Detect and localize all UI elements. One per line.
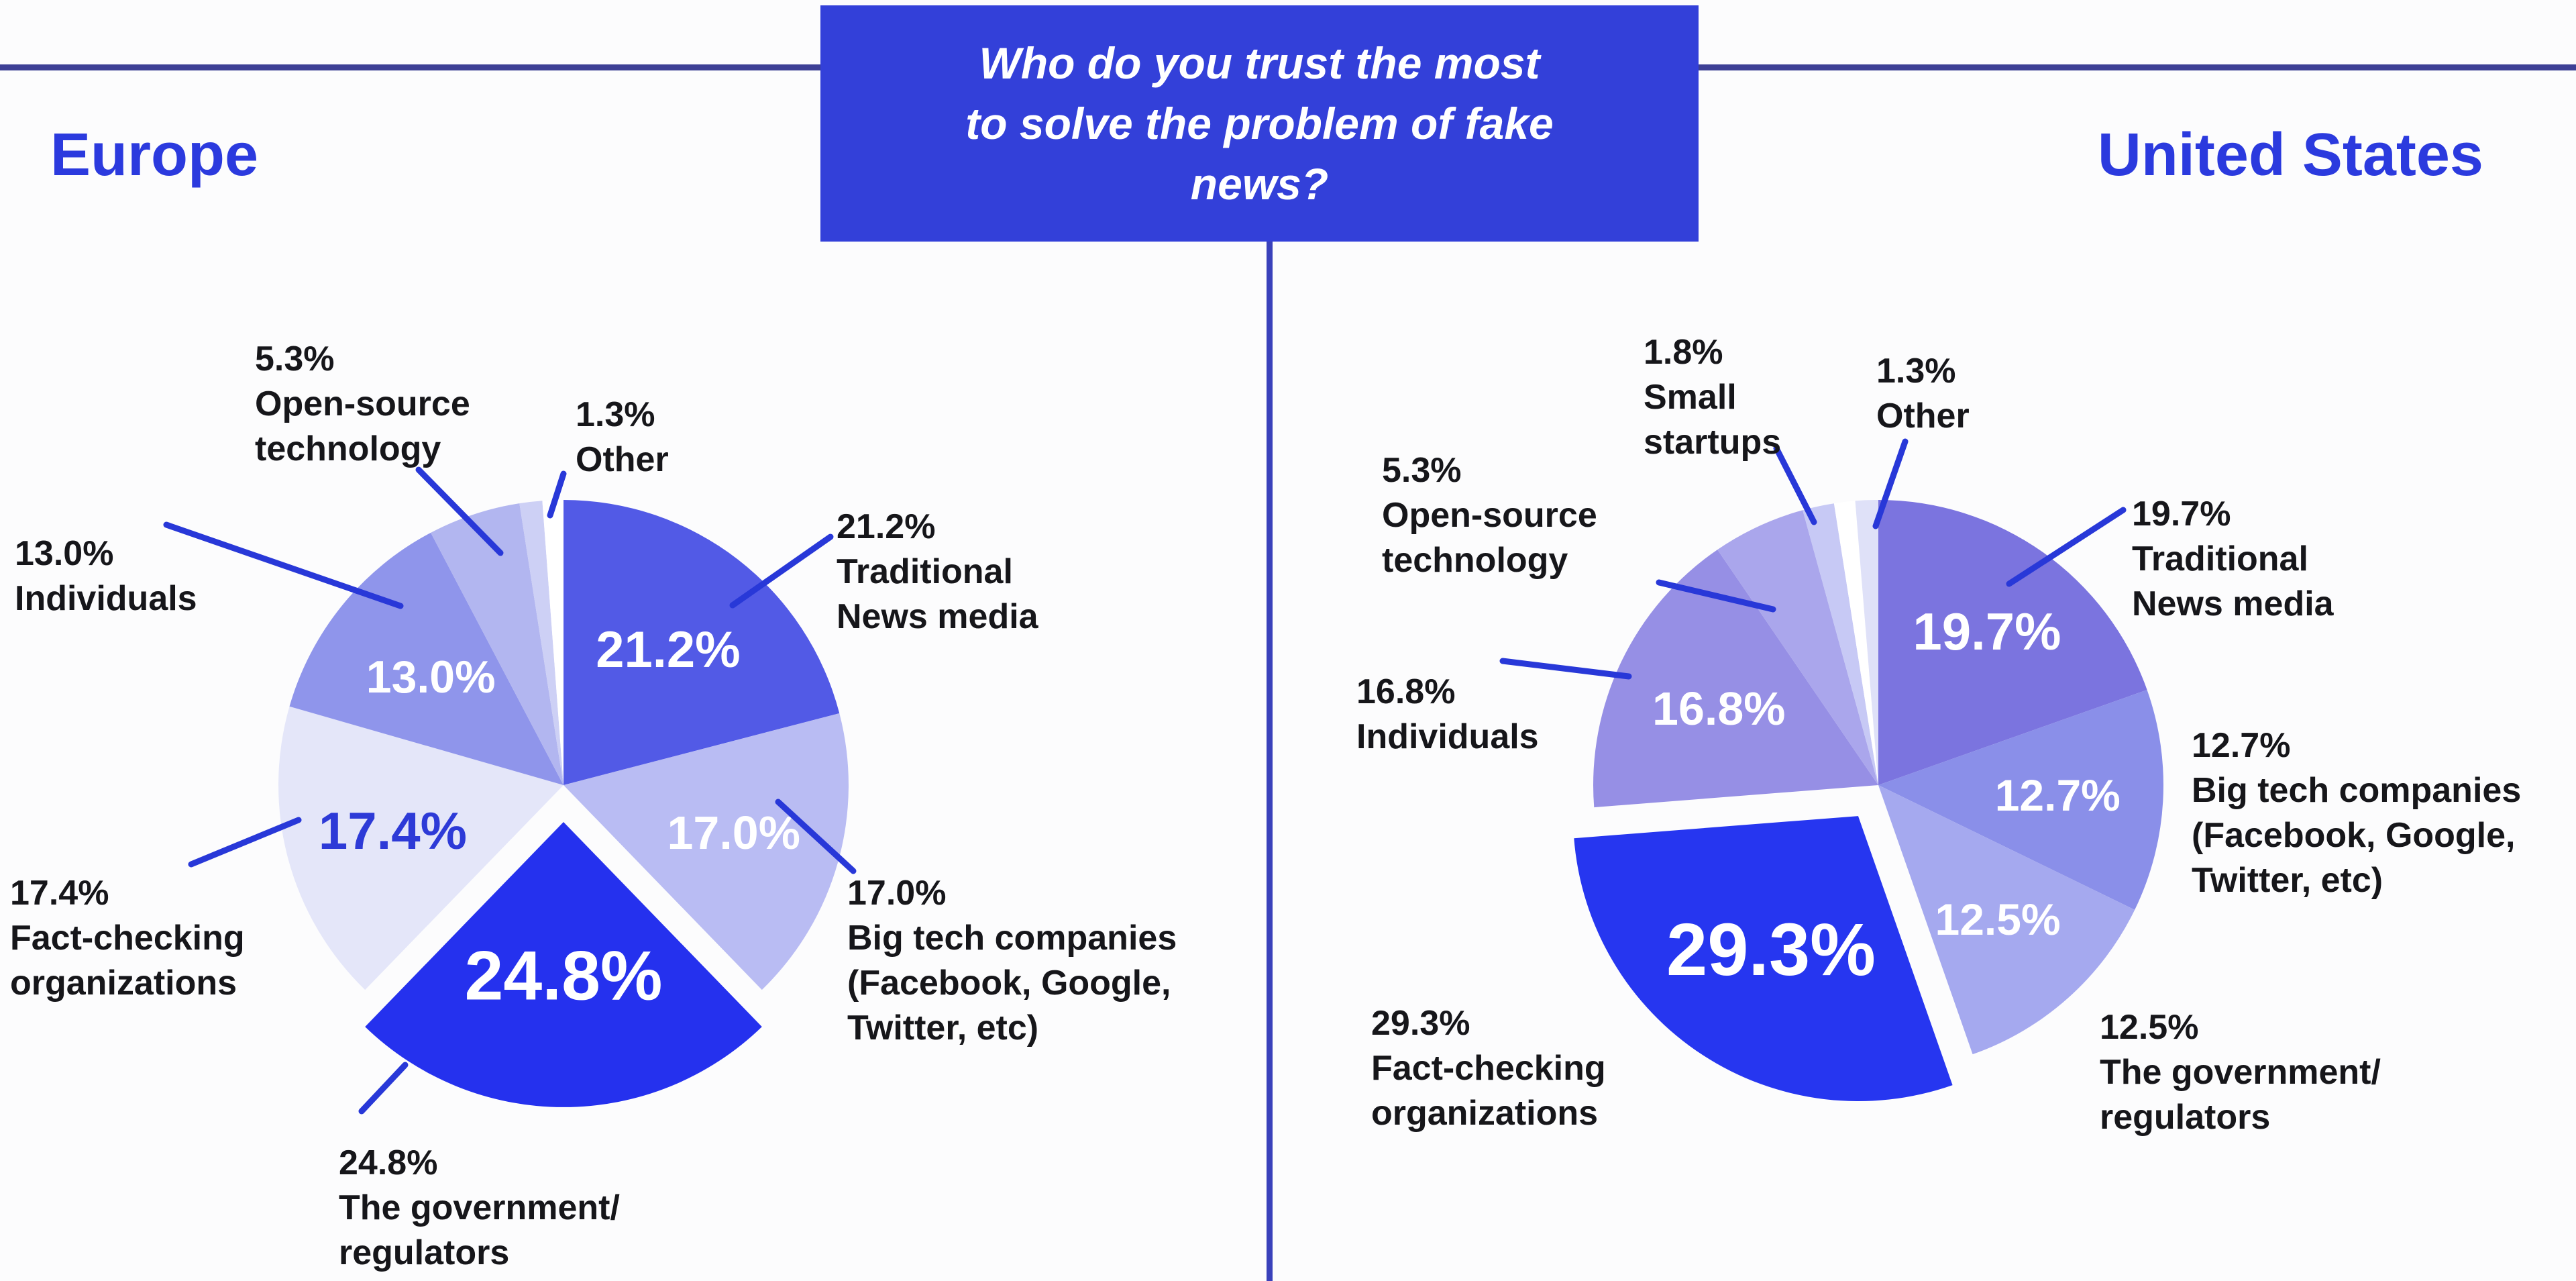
callout-line-europe-1: [547, 470, 567, 519]
slice-united-states-small-startups: [1803, 503, 1878, 785]
slice-united-states-other: [1855, 500, 1878, 785]
callout-line-europe-2: [163, 521, 404, 609]
center-divider-line: [1267, 240, 1273, 1281]
slice-value-europe-the-government-regulators: 24.8%: [465, 937, 663, 1015]
slice-united-states-gap: [1833, 501, 1878, 785]
callout-line-europe-0: [415, 466, 504, 556]
slice-united-states-open-source-technology: [1717, 510, 1878, 785]
callout-line-europe-6: [775, 799, 857, 874]
slice-value-united-states-fact-checking-organizations: 29.3%: [1666, 909, 1876, 991]
slice-united-states-fact-checking-organizations: [1574, 816, 1953, 1102]
slice-value-united-states-big-tech-companies: 12.7%: [1995, 770, 2121, 820]
slice-value-europe-traditional-news-media: 21.2%: [596, 621, 741, 678]
question-title-box: Who do you trust the most to solve the p…: [820, 5, 1699, 242]
united-states-heading: United States: [2097, 121, 2483, 189]
question-title-line-2: to solve the problem of fake: [965, 99, 1554, 148]
slice-value-europe-big-tech-companies: 17.0%: [667, 807, 800, 859]
slice-europe-big-tech-companies: [564, 713, 849, 990]
slice-value-europe-individuals: 13.0%: [366, 652, 496, 703]
slice-europe-other: [519, 501, 564, 785]
callout-line-europe-5: [729, 533, 834, 609]
slice-value-united-states-individuals: 16.8%: [1652, 682, 1785, 735]
question-title-line-1: Who do you trust the most: [979, 38, 1540, 88]
slice-value-united-states-the-government-regulators: 12.5%: [1935, 894, 2061, 944]
slice-europe-open-source-technology: [431, 503, 564, 785]
callout-line-united-states-3: [1499, 658, 1632, 680]
slice-united-states-individuals: [1593, 550, 1878, 808]
callout-line-united-states-1: [1872, 438, 1909, 529]
callout-line-europe-4: [358, 1062, 409, 1115]
slice-united-states-the-government-regulators: [1878, 785, 2135, 1055]
europe-heading: Europe: [50, 121, 259, 189]
slice-europe-individuals: [289, 532, 564, 785]
question-title-line-3: news?: [1190, 159, 1329, 209]
slice-europe-gap: [542, 500, 564, 785]
slice-europe-traditional-news-media: [564, 500, 840, 785]
callout-line-united-states-2: [1656, 579, 1776, 613]
slice-value-europe-fact-checking-organizations: 17.4%: [319, 801, 467, 860]
callout-line-europe-3: [188, 817, 302, 868]
callout-line-united-states-0: [1773, 445, 1817, 525]
slice-europe-the-government-regulators: [365, 822, 762, 1107]
slice-united-states-big-tech-companies: [1878, 690, 2163, 910]
slice-value-united-states-traditional-news-media: 19.7%: [1913, 602, 2061, 661]
callout-line-united-states-4: [2006, 507, 2127, 587]
slice-europe-fact-checking-organizations: [278, 706, 564, 990]
slice-united-states-traditional-news-media: [1878, 500, 2147, 785]
